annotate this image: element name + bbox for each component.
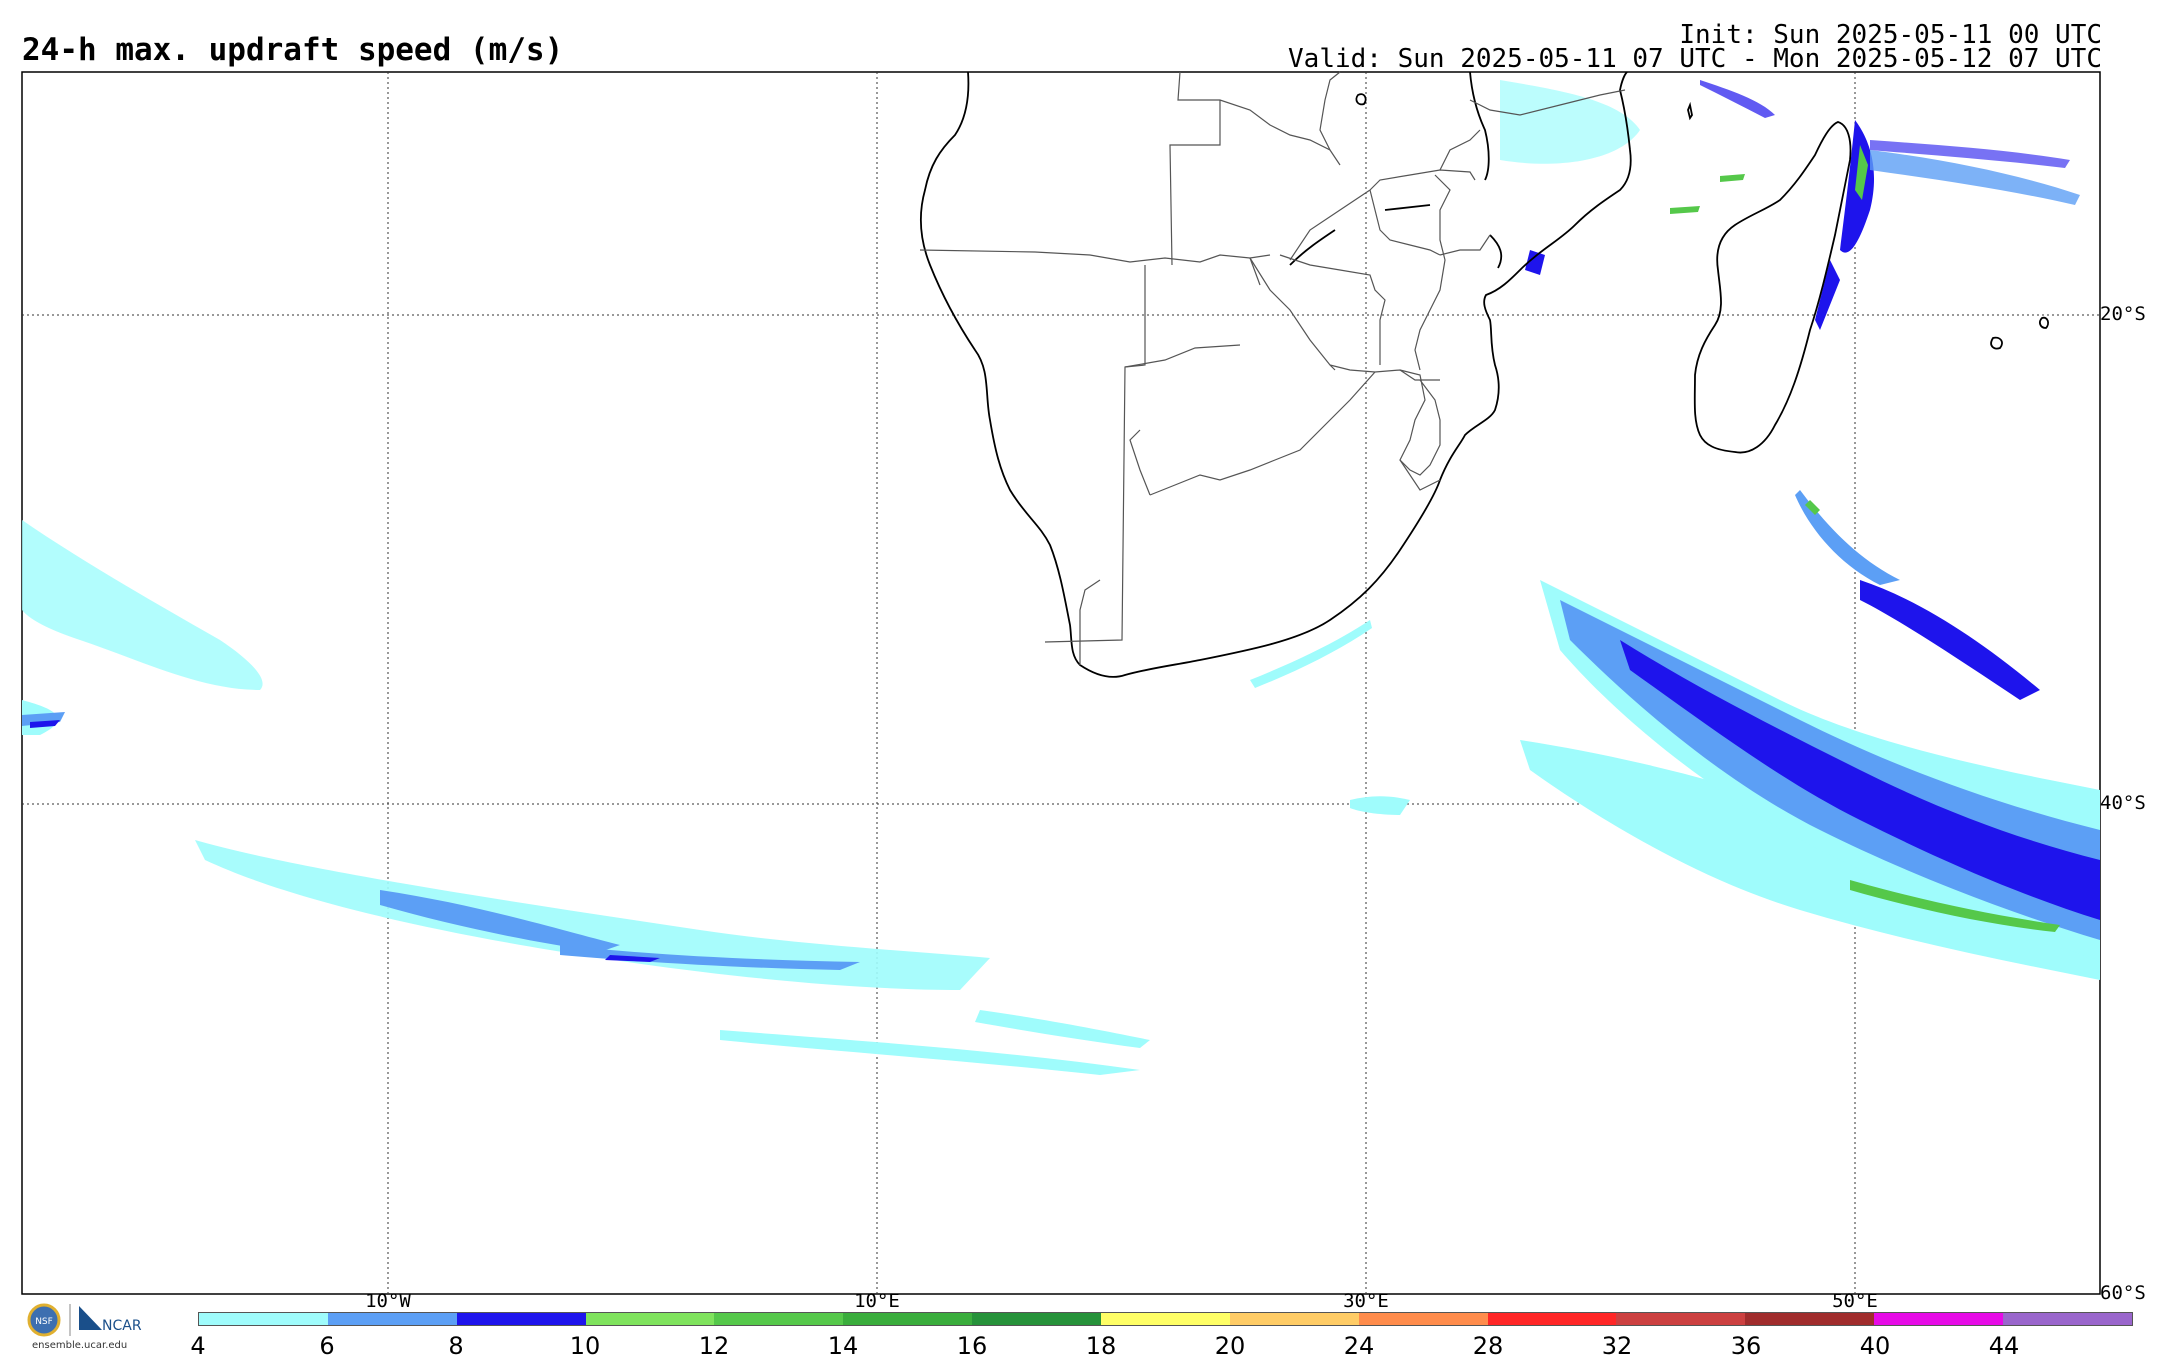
colorbar-tick-label: 16 — [956, 1332, 988, 1360]
colorbar-tick-label: 12 — [698, 1332, 730, 1360]
colorbar — [198, 1312, 2133, 1326]
map-title: 24-h max. updraft speed (m/s) — [22, 32, 564, 68]
colorbar-segment — [2003, 1313, 2132, 1325]
colorbar-segment — [199, 1313, 328, 1325]
nsf-ncar-logo: NSF NCAR — [27, 1303, 142, 1337]
colorbar-segment — [585, 1313, 715, 1325]
colorbar-tick-label: 18 — [1085, 1332, 1117, 1360]
svg-text:NCAR: NCAR — [102, 1318, 142, 1334]
colorbar-segment — [972, 1313, 1102, 1325]
lon-label-10w: 10°W — [365, 1290, 411, 1312]
colorbar-tick-label: 28 — [1472, 1332, 1504, 1360]
coastline — [920, 71, 2049, 678]
valid-time: Valid: Sun 2025-05-11 07 UTC - Mon 2025-… — [1288, 44, 2102, 74]
colorbar-tick-label: 8 — [448, 1332, 464, 1360]
colorbar-segment — [1358, 1313, 1488, 1325]
graticule — [22, 72, 2100, 1294]
lon-label-10e: 10°E — [854, 1290, 900, 1312]
colorbar-tick-label: 4 — [190, 1332, 206, 1360]
colorbar-tick-label: 24 — [1343, 1332, 1375, 1360]
colorbar-tick-label: 32 — [1601, 1332, 1633, 1360]
lat-label-40s: 40°S — [2100, 792, 2146, 814]
colorbar-segment — [843, 1313, 973, 1325]
colorbar-segment — [1745, 1313, 1875, 1325]
colorbar-tick-label: 36 — [1730, 1332, 1762, 1360]
colorbar-segment — [714, 1313, 844, 1325]
colorbar-tick-label: 6 — [319, 1332, 335, 1360]
colorbar-tick-label: 20 — [1214, 1332, 1246, 1360]
lon-label-50e: 50°E — [1832, 1290, 1878, 1312]
colorbar-segment — [1874, 1313, 2004, 1325]
init-time: Init: Sun 2025-05-11 00 UTC — [1679, 20, 2102, 50]
updraft-field — [22, 80, 2100, 1075]
colorbar-segment — [327, 1313, 457, 1325]
lon-label-30e: 30°E — [1343, 1290, 1389, 1312]
colorbar-segment — [1487, 1313, 1617, 1325]
colorbar-tick-label: 10 — [569, 1332, 601, 1360]
lat-label-20s: 20°S — [2100, 303, 2146, 325]
colorbar-segment — [456, 1313, 586, 1325]
colorbar-segment — [1101, 1313, 1230, 1325]
colorbar-tick-label: 44 — [1988, 1332, 2020, 1360]
colorbar-tick-label: 40 — [1859, 1332, 1891, 1360]
country-borders — [919, 71, 1626, 665]
colorbar-segment — [1229, 1313, 1359, 1325]
colorbar-segment — [1616, 1313, 1746, 1325]
lat-label-60s: 60°S — [2100, 1282, 2146, 1304]
logo-url: ensemble.ucar.edu — [32, 1340, 128, 1351]
colorbar-tick-label: 14 — [827, 1332, 859, 1360]
svg-text:NSF: NSF — [35, 1317, 53, 1327]
